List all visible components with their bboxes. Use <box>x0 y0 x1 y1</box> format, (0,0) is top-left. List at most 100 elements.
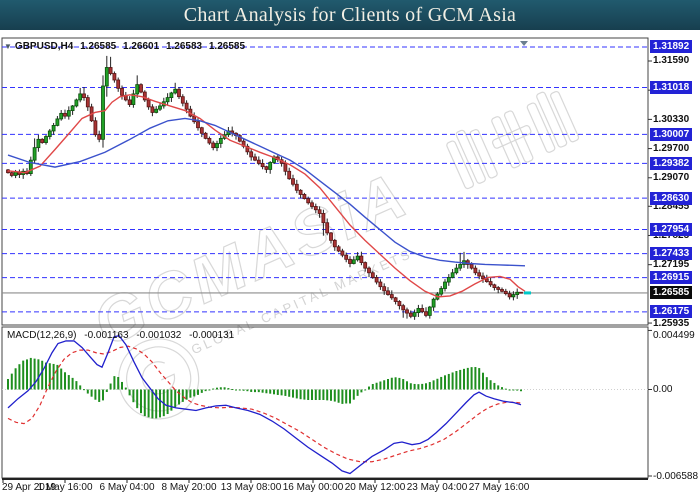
macd-histogram-bar <box>208 389 211 391</box>
macd-histogram-bar <box>387 378 389 390</box>
macd-histogram-bar <box>345 389 348 404</box>
macd-scale-label: -0.006588 <box>653 470 699 482</box>
macd-value-hist: -0.000131 <box>189 330 235 341</box>
macd-histogram-bar <box>166 389 169 415</box>
macd-histogram-bar <box>398 377 401 390</box>
candle-down <box>264 166 269 170</box>
macd-histogram-bar <box>117 377 120 390</box>
candle-down <box>184 102 189 110</box>
candle-up <box>78 93 83 101</box>
sr-price-label: 1.28630 <box>650 191 693 205</box>
candle-up <box>104 67 109 87</box>
macd-histogram-bar <box>303 389 306 400</box>
candle-down <box>325 222 330 234</box>
macd-histogram-bar <box>501 387 503 390</box>
candle-down <box>340 250 345 256</box>
macd-histogram-bar <box>174 389 177 408</box>
candle-down <box>211 142 216 149</box>
candle-down <box>302 194 307 200</box>
macd-histogram-bar <box>295 389 298 399</box>
macd-histogram-bar <box>223 387 226 390</box>
candle-down <box>336 246 341 252</box>
candle-down <box>249 151 254 158</box>
macd-histogram-bar <box>512 389 515 391</box>
macd-histogram-bar <box>200 389 203 393</box>
sr-price-label: 1.31018 <box>650 81 693 94</box>
macd-histogram-bar <box>147 389 150 418</box>
macd-histogram-bar <box>284 389 287 396</box>
candle-down <box>424 311 428 316</box>
candle-down <box>477 272 482 277</box>
macd-histogram-bar <box>37 359 40 390</box>
symbol-dropdown-arrow[interactable]: ▼ <box>4 42 12 51</box>
candle-down <box>253 156 257 161</box>
candle-up <box>443 281 447 289</box>
candle-down <box>317 209 322 214</box>
macd-histogram-bar <box>159 389 161 418</box>
candle-down <box>97 134 102 140</box>
macd-histogram-bar <box>94 389 97 400</box>
macd-histogram-bar <box>56 364 59 390</box>
candle-down <box>367 267 371 274</box>
macd-histogram-bar <box>333 389 336 402</box>
candle-down <box>180 96 185 104</box>
macd-histogram-bar <box>459 369 462 390</box>
macd-histogram-bar <box>508 389 511 391</box>
macd-histogram-bar <box>64 372 66 390</box>
macd-histogram-bar <box>197 389 199 395</box>
macd-histogram-bar <box>178 389 180 405</box>
candle-down <box>363 262 368 269</box>
macd-histogram-bar <box>29 357 32 390</box>
candle-up <box>51 125 56 132</box>
price-tick-label: 1.28455 <box>653 200 690 212</box>
sr-price-label: 1.27954 <box>650 222 693 236</box>
candle-up <box>412 312 417 317</box>
macd-histogram-bar <box>299 389 302 400</box>
candle-down <box>492 284 497 289</box>
candle-up <box>416 308 421 314</box>
page-title: Chart Analysis for Clients of GCM Asia <box>183 3 517 26</box>
macd-histogram-bar <box>155 389 158 419</box>
macd-histogram-bar <box>26 359 28 390</box>
candle-down <box>207 137 212 144</box>
candle-down <box>374 277 379 283</box>
macd-histogram-bar <box>143 389 146 417</box>
macd-histogram-bar <box>466 367 469 390</box>
candle-down <box>142 91 147 101</box>
macd-histogram-bar <box>151 389 154 419</box>
macd-histogram-bar <box>98 389 101 402</box>
candle-up <box>351 259 356 264</box>
macd-histogram-bar <box>75 381 78 390</box>
macd-histogram-bar <box>390 377 393 390</box>
candle-up <box>59 112 64 120</box>
macd-histogram-bar <box>22 360 25 390</box>
macd-histogram-bar <box>105 389 108 392</box>
macd-histogram-bar <box>48 363 51 390</box>
candle-down <box>127 99 132 105</box>
candle-down <box>484 278 489 282</box>
candle-down <box>9 172 14 176</box>
macd-histogram-bar <box>265 389 268 394</box>
macd-histogram-bar <box>421 383 424 390</box>
macd-histogram-bar <box>440 376 443 390</box>
price-tick-label: 1.31590 <box>653 55 690 67</box>
candle-up <box>36 138 41 149</box>
candle-up <box>439 288 444 295</box>
candle-up <box>32 147 37 161</box>
candle-down <box>294 183 299 191</box>
candle-down <box>488 281 493 286</box>
candle-up <box>511 294 516 298</box>
macd-scale-label: 0.004499 <box>653 329 695 341</box>
macd-histogram-bar <box>86 389 89 394</box>
candle-up <box>268 162 273 170</box>
macd-histogram-bar <box>113 376 116 390</box>
candle-up <box>515 291 520 295</box>
candle-up <box>450 272 455 278</box>
price-axis[interactable]: 1.315901.309601.303301.297001.290701.284… <box>649 30 700 500</box>
macd-histogram-bar <box>447 373 450 390</box>
macd-histogram-bar <box>132 389 135 403</box>
chart-shift-marker[interactable] <box>520 41 528 46</box>
macd-histogram-bar <box>444 375 446 390</box>
macd-histogram-bar <box>413 383 416 390</box>
